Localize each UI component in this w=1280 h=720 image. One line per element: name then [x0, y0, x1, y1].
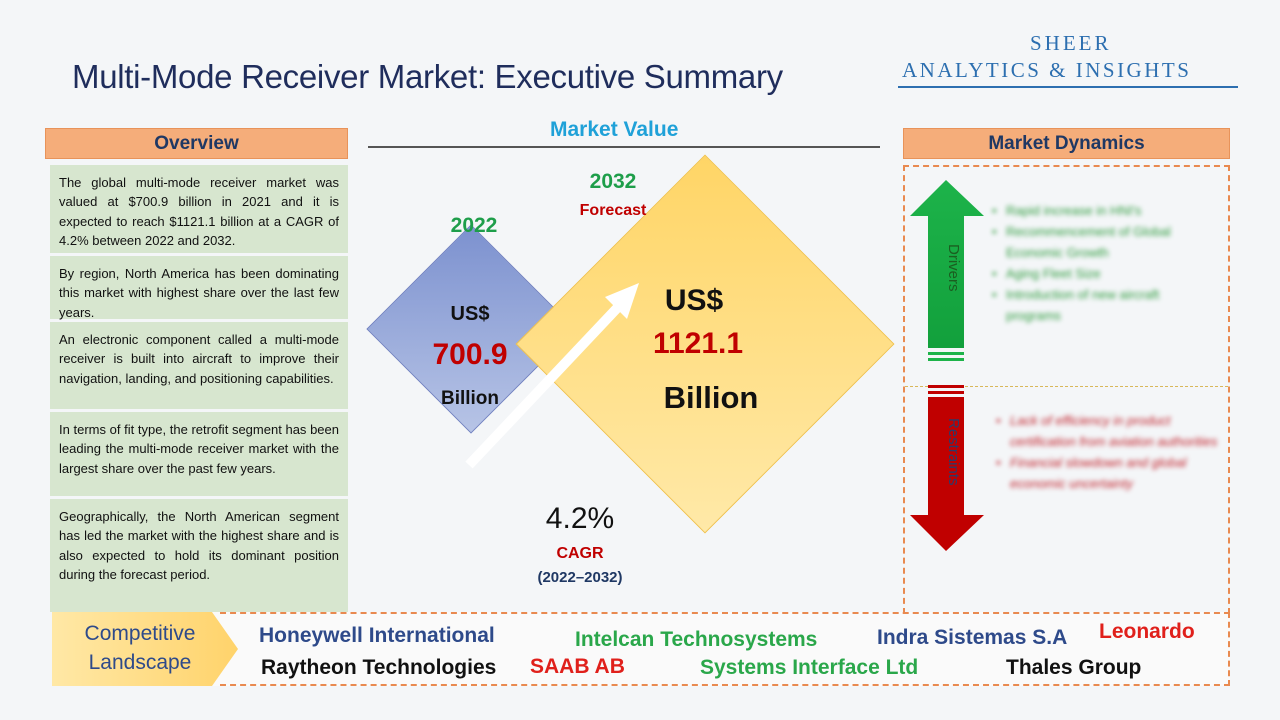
market-value-divider — [368, 146, 880, 148]
driver-item: Introduction of new aircraft programs — [992, 284, 1217, 326]
base-value: 700.9 — [432, 338, 508, 371]
cagr-label: CAGR — [556, 545, 604, 562]
cagr-value: 4.2% — [545, 502, 615, 535]
forecast-currency: US$ — [664, 284, 724, 317]
market-value-heading: Market Value — [550, 118, 679, 141]
page-title: Multi-Mode Receiver Market: Executive Su… — [72, 58, 783, 95]
overview-item-1: The global multi-mode receiver market wa… — [50, 165, 348, 253]
driver-item: Recommencement of Global Economic Growth — [992, 221, 1217, 263]
drivers-list: Rapid increase in HNI's Recommencement o… — [992, 200, 1217, 326]
drivers-arrow-icon — [910, 180, 984, 361]
base-currency: US$ — [450, 303, 490, 325]
overview-item-3: An electronic component called a multi-m… — [50, 322, 348, 409]
overview-item-2: By region, North America has been domina… — [50, 256, 348, 320]
competitive-label: Competitive Landscape — [62, 619, 218, 677]
overview-item-5: Geographically, the North American segme… — [50, 499, 348, 612]
restraint-item: Financial slowdown and global economic u… — [996, 452, 1218, 494]
restraint-item: Lack of efficiency in product certificat… — [996, 410, 1218, 452]
competitive-border — [220, 612, 1230, 686]
company-thales: Thales Group — [1006, 656, 1142, 679]
forecast-unit: Billion — [663, 380, 759, 415]
base-unit: Billion — [440, 388, 500, 409]
restraints-arrow-icon — [910, 385, 984, 551]
growth-arrow-icon — [465, 283, 639, 469]
competitive-band — [52, 612, 1230, 686]
company-leonardo: Leonardo — [1099, 620, 1195, 643]
company-honeywell: Honeywell International — [259, 624, 495, 647]
driver-item: Rapid increase in HNI's — [992, 200, 1217, 221]
company-systems-interface: Systems Interface Ltd — [700, 656, 919, 679]
brand-underline — [898, 86, 1238, 88]
company-intelcan: Intelcan Technosystems — [575, 628, 818, 651]
competitive-label-line2: Landscape — [88, 651, 192, 674]
restraints-label: Restraints — [945, 418, 962, 486]
brand-logo-line2: ANALYTICS & INSIGHTS — [902, 58, 1192, 82]
company-indra: Indra Sistemas S.A — [877, 626, 1068, 649]
market-dynamics-heading: Market Dynamics — [903, 128, 1230, 159]
competitive-label-line1: Competitive — [84, 622, 196, 645]
cagr-period: (2022–2032) — [537, 569, 623, 586]
restraints-list: Lack of efficiency in product certificat… — [996, 410, 1218, 494]
forecast-value: 1121.1 — [652, 327, 744, 360]
dynamics-divider — [905, 386, 1228, 387]
overview-heading: Overview — [45, 128, 348, 159]
overview-item-4: In terms of fit type, the retrofit segme… — [50, 412, 348, 496]
brand-logo-line1: SHEER — [1030, 31, 1112, 55]
overview-panel: The global multi-mode receiver market wa… — [50, 165, 348, 612]
base-year: 2022 — [450, 214, 498, 237]
company-saab: SAAB AB — [530, 655, 625, 678]
drivers-label: Drivers — [945, 244, 962, 292]
driver-item: Aging Fleet Size — [992, 263, 1217, 284]
forecast-year: 2032 — [589, 170, 637, 193]
company-raytheon: Raytheon Technologies — [261, 656, 497, 679]
competitive-label-chevron — [52, 612, 238, 686]
forecast-label: Forecast — [579, 202, 647, 219]
